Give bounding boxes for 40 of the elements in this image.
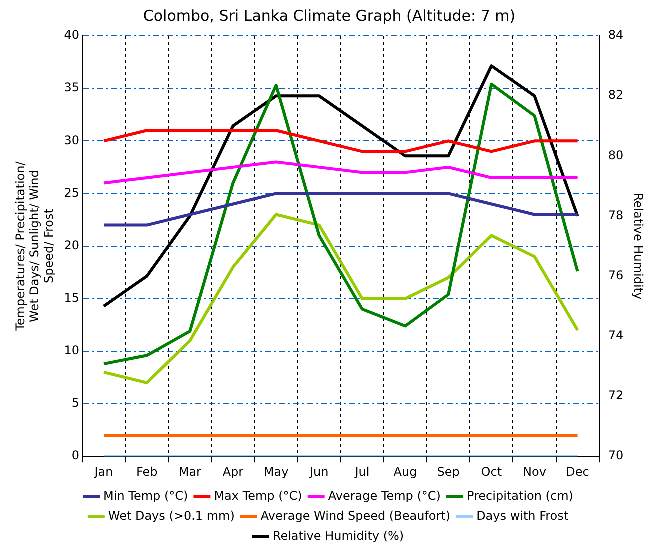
y-tick-label: 15 [64,291,80,305]
x-tick-label: Jan [94,464,114,479]
x-tick-label: Apr [222,464,244,479]
y-axis-title: Temperatures/ Precipitation/ Wet Days/ Sunlight/ Wind Speed/ Frost [13,160,56,332]
y2-tick-label: 78 [608,208,624,222]
y-tick-label: 0 [72,448,80,463]
x-tick-label: Jun [308,464,329,479]
y2-tick-label: 70 [608,448,624,463]
y-tick-label: 30 [64,133,80,148]
x-tick-label: Oct [481,464,502,479]
y2-tick-label: 74 [608,328,624,343]
legend-label: Average Wind Speed (Beaufort) [260,509,451,524]
legend-label: Days with Frost [476,509,569,524]
x-tick-label: Sep [437,464,460,479]
y-tick-label: 5 [72,396,80,410]
x-tick-label: Dec [566,464,590,479]
x-tick-label: Mar [178,464,202,479]
y-tick-label: 40 [64,28,80,42]
y2-tick-label: 84 [608,28,624,42]
x-tick-label: Aug [394,464,418,479]
y-tick-label: 20 [64,238,80,252]
y-tick-label: 25 [64,186,80,200]
x-tick-label: Nov [523,464,546,479]
y2-tick-label: 80 [608,148,624,162]
y2-tick-label: 82 [608,88,624,102]
y-tick-label: 10 [64,344,80,358]
legend-label: Precipitation (cm) [466,489,574,504]
y2-tick-label: 76 [608,268,624,282]
legend-label: Max Temp (°C) [214,489,302,504]
x-tick-label: May [264,464,289,479]
legend-label: Wet Days (>0.1 mm) [108,509,235,524]
x-tick-label: Feb [136,464,158,479]
legend-label: Relative Humidity (%) [272,529,404,544]
legend-label: Average Temp (°C) [328,489,441,504]
x-tick-label: Jul [354,464,370,479]
y-tick-label: 35 [64,80,80,95]
legend-label: Min Temp (°C) [104,489,188,504]
y2-tick-label: 72 [608,388,624,403]
y2-axis-title: Relative Humidity [632,192,646,300]
chart-title: Colombo, Sri Lanka Climate Graph (Altitude: 7 m) [143,6,516,25]
